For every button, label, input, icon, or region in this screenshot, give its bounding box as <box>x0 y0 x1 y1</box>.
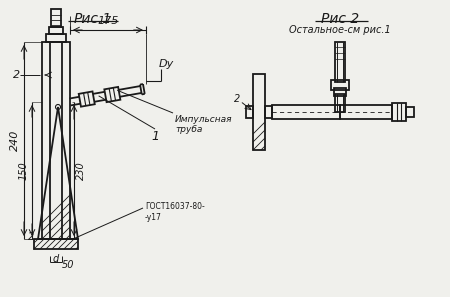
Text: 230: 230 <box>76 161 86 180</box>
Text: Остальное-см рис.1: Остальное-см рис.1 <box>289 25 391 35</box>
Bar <box>331 80 349 90</box>
Bar <box>272 105 340 119</box>
Text: 50: 50 <box>62 260 75 270</box>
Bar <box>46 34 66 42</box>
Bar <box>253 74 265 150</box>
Text: 175: 175 <box>97 16 119 26</box>
Text: d: d <box>53 254 59 264</box>
Bar <box>340 105 392 119</box>
Bar <box>335 42 345 82</box>
Bar <box>265 106 272 118</box>
Text: 2: 2 <box>234 94 240 104</box>
Text: 150: 150 <box>19 161 29 180</box>
Bar <box>51 9 61 27</box>
Text: Рис.1: Рис.1 <box>74 12 112 26</box>
Bar <box>334 88 346 96</box>
Text: Рис 2: Рис 2 <box>321 12 359 26</box>
Text: 1: 1 <box>151 130 159 143</box>
Bar <box>34 239 78 249</box>
Text: Импульсная
труба: Импульсная труба <box>175 115 233 135</box>
Text: Dy: Dy <box>159 59 174 69</box>
Bar <box>49 27 63 34</box>
Bar <box>246 106 253 118</box>
Bar <box>406 107 414 117</box>
Text: ГОСТ16037-80-
-у17: ГОСТ16037-80- -у17 <box>145 202 205 222</box>
Bar <box>42 42 70 239</box>
Bar <box>392 103 406 121</box>
Text: 2: 2 <box>13 70 20 80</box>
Bar <box>335 94 345 112</box>
Text: 240: 240 <box>10 130 20 151</box>
Text: 2: 2 <box>28 232 34 242</box>
